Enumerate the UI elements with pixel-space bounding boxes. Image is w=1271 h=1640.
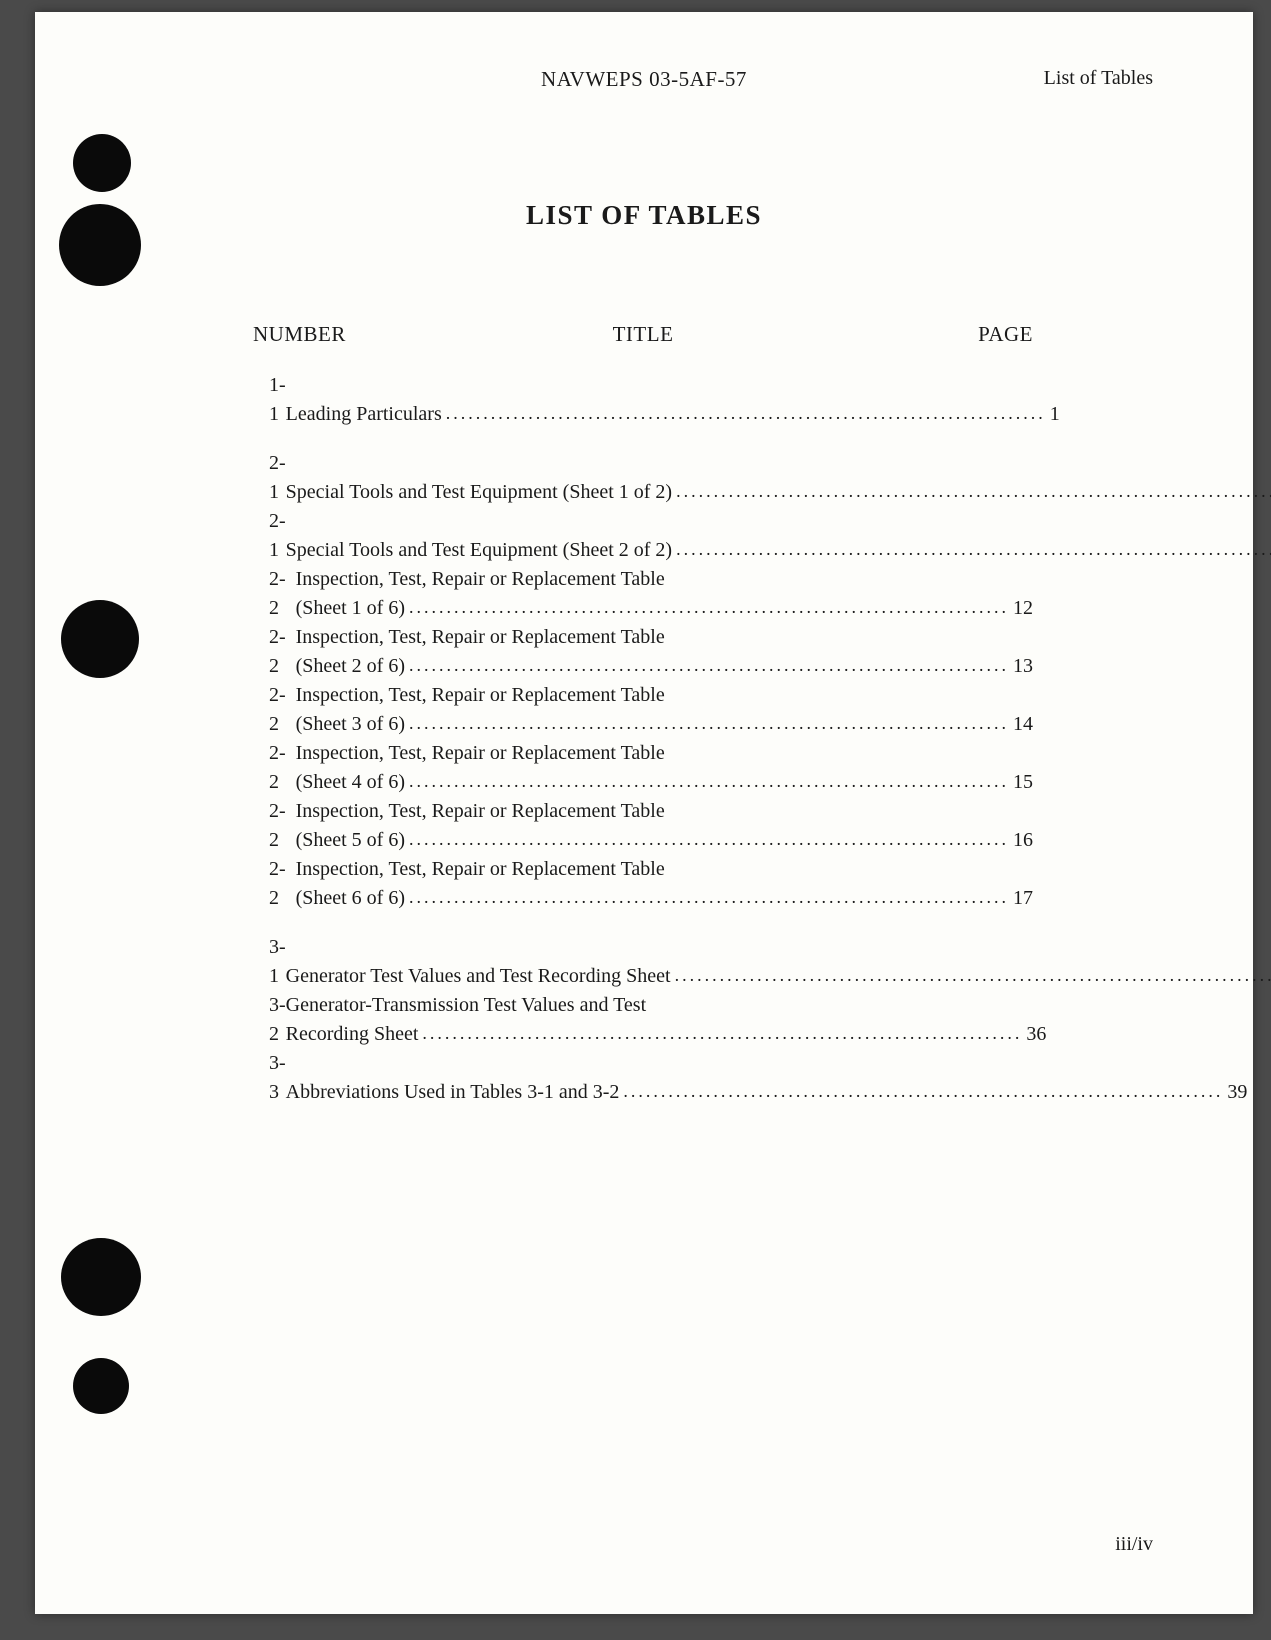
column-headers: NUMBER TITLE PAGE bbox=[253, 322, 1033, 347]
dot-leaders: ........................................… bbox=[442, 400, 1050, 426]
entry-number: 2-2 bbox=[253, 565, 296, 623]
entry-title-text: Generator-Transmission Test Values and T… bbox=[286, 991, 646, 1020]
entry-number: 2-2 bbox=[253, 855, 296, 913]
toc-entry: 2-2Inspection, Test, Repair or Replaceme… bbox=[253, 681, 1033, 739]
page-title: LIST OF TABLES bbox=[35, 200, 1253, 231]
entry-number: 2-2 bbox=[253, 681, 296, 739]
entry-title: Leading Particulars.....................… bbox=[286, 400, 1050, 429]
entry-title: Generator-Transmission Test Values and T… bbox=[286, 991, 1027, 1049]
toc-section: 1-1Leading Particulars..................… bbox=[253, 371, 1033, 429]
entry-title-text: Inspection, Test, Repair or Replacement … bbox=[296, 681, 665, 710]
entry-title: Inspection, Test, Repair or Replacement … bbox=[296, 797, 1013, 855]
entry-title-text: Special Tools and Test Equipment (Sheet … bbox=[286, 478, 672, 507]
toc-entry: 3-3Abbreviations Used in Tables 3-1 and … bbox=[253, 1049, 1033, 1107]
dot-leaders: ........................................… bbox=[672, 536, 1271, 562]
punch-hole bbox=[61, 1238, 141, 1316]
entry-page: 16 bbox=[1013, 826, 1033, 855]
entry-title-text: Inspection, Test, Repair or Replacement … bbox=[296, 565, 665, 594]
dot-leaders: ........................................… bbox=[418, 1020, 1026, 1046]
section-name: List of Tables bbox=[1044, 67, 1153, 90]
column-header-number: NUMBER bbox=[253, 322, 383, 347]
document-page: NAVWEPS 03-5AF-57 List of Tables LIST OF… bbox=[35, 12, 1253, 1614]
entry-page: 36 bbox=[1026, 1020, 1046, 1049]
entry-number: 3-1 bbox=[253, 933, 286, 991]
entry-title-text: Inspection, Test, Repair or Replacement … bbox=[296, 739, 665, 768]
entry-page: 12 bbox=[1013, 594, 1033, 623]
entry-title-text: (Sheet 5 of 6) bbox=[296, 826, 405, 855]
dot-leaders: ........................................… bbox=[405, 594, 1013, 620]
entry-title-text: (Sheet 6 of 6) bbox=[296, 884, 405, 913]
toc-section: 2-1Special Tools and Test Equipment (She… bbox=[253, 449, 1033, 913]
entry-number: 3-3 bbox=[253, 1049, 286, 1107]
toc-entry: 2-1Special Tools and Test Equipment (She… bbox=[253, 449, 1033, 507]
entry-title-text: Special Tools and Test Equipment (Sheet … bbox=[286, 536, 672, 565]
entry-title-text: Inspection, Test, Repair or Replacement … bbox=[296, 855, 665, 884]
entry-title: Inspection, Test, Repair or Replacement … bbox=[296, 623, 1013, 681]
dot-leaders: ........................................… bbox=[671, 962, 1271, 988]
entry-title: Generator Test Values and Test Recording… bbox=[286, 962, 1271, 991]
entry-page: 17 bbox=[1013, 884, 1033, 913]
punch-hole bbox=[73, 134, 131, 192]
punch-hole bbox=[73, 1358, 129, 1414]
toc-entry: 2-2Inspection, Test, Repair or Replaceme… bbox=[253, 797, 1033, 855]
entry-title: Inspection, Test, Repair or Replacement … bbox=[296, 565, 1013, 623]
entry-number: 3-2 bbox=[253, 991, 286, 1049]
entry-number: 2-2 bbox=[253, 797, 296, 855]
entry-title-text: (Sheet 1 of 6) bbox=[296, 594, 405, 623]
entry-title-text: (Sheet 4 of 6) bbox=[296, 768, 405, 797]
entry-title-text: Inspection, Test, Repair or Replacement … bbox=[296, 623, 665, 652]
dot-leaders: ........................................… bbox=[405, 652, 1013, 678]
entry-title: Inspection, Test, Repair or Replacement … bbox=[296, 739, 1013, 797]
dot-leaders: ........................................… bbox=[672, 478, 1271, 504]
dot-leaders: ........................................… bbox=[405, 826, 1013, 852]
entry-page: 14 bbox=[1013, 710, 1033, 739]
entry-page: 13 bbox=[1013, 652, 1033, 681]
entry-title: Special Tools and Test Equipment (Sheet … bbox=[286, 478, 1271, 507]
document-id: NAVWEPS 03-5AF-57 bbox=[541, 67, 747, 92]
punch-hole bbox=[61, 600, 139, 678]
entry-title: Special Tools and Test Equipment (Sheet … bbox=[286, 536, 1271, 565]
entry-title: Inspection, Test, Repair or Replacement … bbox=[296, 855, 1013, 913]
entry-title: Abbreviations Used in Tables 3-1 and 3-2… bbox=[286, 1078, 1228, 1107]
entry-number: 1-1 bbox=[253, 371, 286, 429]
toc-entry: 3-2Generator-Transmission Test Values an… bbox=[253, 991, 1033, 1049]
entry-number: 2-1 bbox=[253, 507, 286, 565]
entry-title-text: Recording Sheet bbox=[286, 1020, 419, 1049]
entry-page: 15 bbox=[1013, 768, 1033, 797]
entry-title-text: Leading Particulars bbox=[286, 400, 442, 429]
column-header-page: PAGE bbox=[963, 322, 1033, 347]
entry-number: 2-2 bbox=[253, 739, 296, 797]
toc-entry: 1-1Leading Particulars..................… bbox=[253, 371, 1033, 429]
entry-title-text: Generator Test Values and Test Recording… bbox=[286, 962, 671, 991]
entry-title-text: (Sheet 2 of 6) bbox=[296, 652, 405, 681]
toc-entry: 2-2Inspection, Test, Repair or Replaceme… bbox=[253, 739, 1033, 797]
entry-number: 2-1 bbox=[253, 449, 286, 507]
toc-entry: 2-2Inspection, Test, Repair or Replaceme… bbox=[253, 623, 1033, 681]
toc-entry: 2-2Inspection, Test, Repair or Replaceme… bbox=[253, 855, 1033, 913]
entry-title: Inspection, Test, Repair or Replacement … bbox=[296, 681, 1013, 739]
toc-entry: 2-1Special Tools and Test Equipment (She… bbox=[253, 507, 1033, 565]
dot-leaders: ........................................… bbox=[405, 710, 1013, 736]
dot-leaders: ........................................… bbox=[405, 768, 1013, 794]
entry-page: 1 bbox=[1050, 400, 1060, 429]
entry-page: 39 bbox=[1227, 1078, 1247, 1107]
column-header-title: TITLE bbox=[383, 322, 963, 347]
toc-section: 3-1Generator Test Values and Test Record… bbox=[253, 933, 1033, 1107]
dot-leaders: ........................................… bbox=[619, 1078, 1227, 1104]
entry-number: 2-2 bbox=[253, 623, 296, 681]
dot-leaders: ........................................… bbox=[405, 884, 1013, 910]
entry-title-text: (Sheet 3 of 6) bbox=[296, 710, 405, 739]
page-number: iii/iv bbox=[1115, 1533, 1153, 1556]
table-of-contents: NUMBER TITLE PAGE 1-1Leading Particulars… bbox=[253, 322, 1033, 1127]
toc-entry: 2-2Inspection, Test, Repair or Replaceme… bbox=[253, 565, 1033, 623]
toc-entry: 3-1Generator Test Values and Test Record… bbox=[253, 933, 1033, 991]
entry-title-text: Abbreviations Used in Tables 3-1 and 3-2 bbox=[286, 1078, 620, 1107]
entry-title-text: Inspection, Test, Repair or Replacement … bbox=[296, 797, 665, 826]
